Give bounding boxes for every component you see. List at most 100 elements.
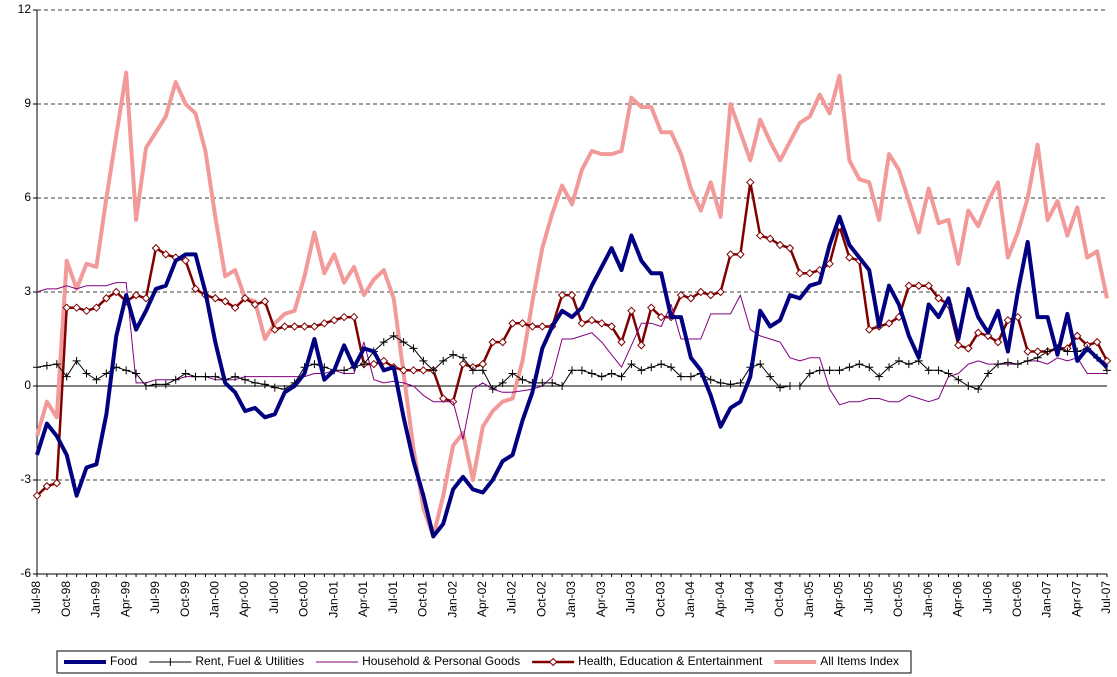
marker bbox=[567, 290, 577, 300]
legend-label: Rent, Fuel & Utilities bbox=[195, 654, 304, 668]
x-tick-label: Oct-01 bbox=[416, 581, 430, 617]
marker bbox=[458, 359, 468, 369]
marker bbox=[330, 315, 339, 325]
marker bbox=[934, 366, 943, 375]
x-tick-label: Oct-04 bbox=[772, 581, 786, 617]
marker bbox=[191, 284, 200, 294]
marker bbox=[686, 372, 695, 381]
x-tick-label: Jan-01 bbox=[326, 581, 340, 618]
marker bbox=[280, 322, 289, 331]
legend: Food Rent, Fuel & Utilities Household & Pe… bbox=[56, 650, 912, 674]
marker bbox=[429, 366, 438, 375]
marker bbox=[934, 294, 943, 303]
marker bbox=[230, 303, 240, 312]
marker bbox=[627, 306, 636, 316]
x-tick-label: Apr-07 bbox=[1069, 581, 1083, 617]
marker bbox=[944, 369, 953, 378]
x-tick-label: Jul-99 bbox=[148, 581, 162, 614]
marker bbox=[835, 366, 844, 375]
marker bbox=[349, 312, 359, 322]
x-tick-label: Oct-03 bbox=[653, 581, 667, 617]
marker bbox=[845, 253, 854, 262]
marker bbox=[894, 356, 903, 365]
marker bbox=[72, 303, 81, 312]
marker bbox=[240, 294, 250, 303]
y-tick-label: 3 bbox=[24, 284, 31, 298]
marker bbox=[993, 337, 1003, 347]
marker bbox=[984, 369, 993, 378]
marker bbox=[548, 378, 557, 387]
marker bbox=[766, 372, 775, 381]
marker bbox=[32, 491, 42, 500]
marker bbox=[488, 337, 497, 347]
marker bbox=[409, 366, 418, 375]
x-tick-label: Jan-07 bbox=[1040, 581, 1054, 618]
marker bbox=[468, 366, 477, 375]
marker bbox=[498, 378, 507, 387]
marker bbox=[102, 369, 111, 378]
marker bbox=[399, 366, 408, 375]
marker bbox=[339, 312, 349, 322]
marker bbox=[904, 281, 914, 290]
marker bbox=[379, 338, 388, 347]
marker bbox=[290, 322, 299, 331]
marker bbox=[656, 312, 666, 322]
marker bbox=[884, 319, 894, 328]
marker bbox=[151, 243, 161, 253]
marker bbox=[310, 360, 319, 369]
marker bbox=[568, 366, 576, 375]
marker bbox=[1073, 331, 1082, 341]
marker bbox=[112, 287, 121, 297]
x-tick-label: Jul-04 bbox=[743, 581, 757, 614]
series-line bbox=[35, 214, 1109, 539]
marker bbox=[1003, 315, 1013, 325]
x-tick-label: Apr-05 bbox=[832, 581, 846, 617]
marker bbox=[795, 268, 805, 278]
marker bbox=[300, 322, 309, 331]
marker bbox=[478, 366, 487, 375]
x-tick-label: Oct-05 bbox=[891, 581, 905, 617]
marker bbox=[736, 250, 745, 259]
marker bbox=[617, 337, 626, 347]
marker bbox=[459, 353, 468, 362]
marker bbox=[726, 380, 735, 389]
marker bbox=[42, 482, 52, 491]
marker bbox=[92, 375, 101, 384]
legend-box bbox=[56, 650, 912, 674]
marker bbox=[498, 337, 507, 347]
marker bbox=[122, 366, 131, 375]
marker bbox=[260, 297, 270, 306]
marker bbox=[310, 322, 319, 331]
marker bbox=[557, 290, 567, 300]
marker bbox=[439, 356, 448, 365]
marker bbox=[181, 369, 190, 378]
x-tick-label: Jan-04 bbox=[683, 581, 697, 618]
x-tick-label: Apr-03 bbox=[594, 581, 608, 617]
marker bbox=[805, 268, 814, 278]
marker bbox=[211, 372, 220, 381]
marker bbox=[785, 243, 795, 253]
marker bbox=[775, 240, 785, 250]
marker bbox=[637, 366, 646, 375]
marker bbox=[726, 250, 735, 259]
marker bbox=[686, 294, 696, 303]
marker bbox=[161, 250, 171, 259]
marker bbox=[1043, 347, 1052, 356]
x-tick-label: Oct-02 bbox=[534, 581, 548, 617]
marker bbox=[994, 360, 1003, 369]
marker bbox=[548, 657, 558, 667]
marker bbox=[250, 378, 259, 387]
marker bbox=[419, 366, 428, 375]
marker bbox=[974, 385, 983, 394]
x-tick-label: Jul-03 bbox=[624, 581, 638, 614]
marker bbox=[320, 319, 329, 328]
marker bbox=[270, 325, 279, 334]
y-tick-label: -6 bbox=[20, 566, 31, 580]
marker bbox=[706, 375, 715, 384]
marker bbox=[389, 331, 398, 340]
marker bbox=[716, 287, 725, 297]
marker bbox=[855, 360, 864, 369]
marker bbox=[924, 281, 933, 290]
marker bbox=[132, 369, 141, 378]
